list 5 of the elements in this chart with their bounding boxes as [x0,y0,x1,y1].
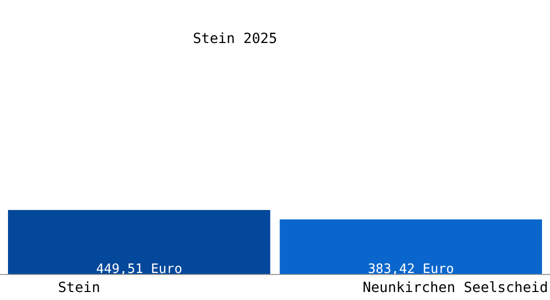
chart-title: Stein 2025 [192,31,278,47]
data-label: 449,51 Euro [96,262,182,277]
x-tick-label: Stein [58,280,100,296]
x-tick-label: Neunkirchen Seelscheid [362,280,548,296]
data-label: 383,42 Euro [368,262,454,277]
